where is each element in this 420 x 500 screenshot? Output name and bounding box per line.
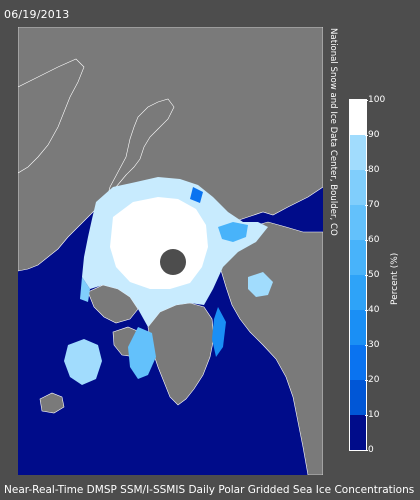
colorbar-segment — [350, 275, 366, 310]
colorbar-tick-label: 20 — [368, 375, 380, 385]
colorbar-tick-mark — [365, 310, 368, 311]
colorbar-tick-label: 0 — [368, 445, 374, 455]
colorbar-segment — [350, 170, 366, 205]
colorbar-segment — [350, 310, 366, 345]
colorbar-tick-mark — [365, 415, 368, 416]
colorbar-tick-mark — [365, 170, 368, 171]
footer-caption: Near-Real-Time DMSP SSM/I-SSMIS Daily Po… — [4, 484, 415, 496]
colorbar-tick-label: 10 — [368, 410, 380, 420]
colorbar-tick-mark — [365, 135, 368, 136]
colorbar-tick-mark — [365, 450, 368, 451]
colorbar — [349, 99, 367, 451]
colorbar-tick-label: 40 — [368, 305, 380, 315]
colorbar-segment — [350, 415, 366, 450]
colorbar-unit-label: Percent (%) — [390, 252, 400, 305]
land-north-america — [217, 221, 323, 475]
colorbar-segment — [350, 240, 366, 275]
colorbar-tick-mark — [365, 275, 368, 276]
colorbar-tick-label: 100 — [368, 95, 386, 105]
colorbar-tick-label: 90 — [368, 130, 380, 140]
colorbar-tick-label: 80 — [368, 165, 380, 175]
colorbar-tick-label: 60 — [368, 235, 380, 245]
colorbar-tick-label: 30 — [368, 340, 380, 350]
date-label: 06/19/2013 — [4, 8, 70, 21]
colorbar-segment — [350, 380, 366, 415]
colorbar-tick-mark — [365, 205, 368, 206]
pole-hole — [160, 249, 186, 275]
colorbar-segment — [350, 100, 366, 135]
colorbar-tick-mark — [365, 100, 368, 101]
colorbar-segment — [350, 205, 366, 240]
sea-ice-map — [18, 27, 323, 475]
credit-label: National Snow and Ice Data Center, Bould… — [328, 28, 338, 236]
colorbar-tick-label: 50 — [368, 270, 380, 280]
colorbar-tick-mark — [365, 240, 368, 241]
land-scandinavia — [18, 58, 85, 174]
colorbar-segment — [350, 135, 366, 170]
colorbar-segment — [350, 345, 366, 380]
land-iceland — [39, 392, 65, 414]
colorbar-tick-mark — [365, 345, 368, 346]
colorbar-tick-mark — [365, 380, 368, 381]
colorbar-tick-label: 70 — [368, 200, 380, 210]
